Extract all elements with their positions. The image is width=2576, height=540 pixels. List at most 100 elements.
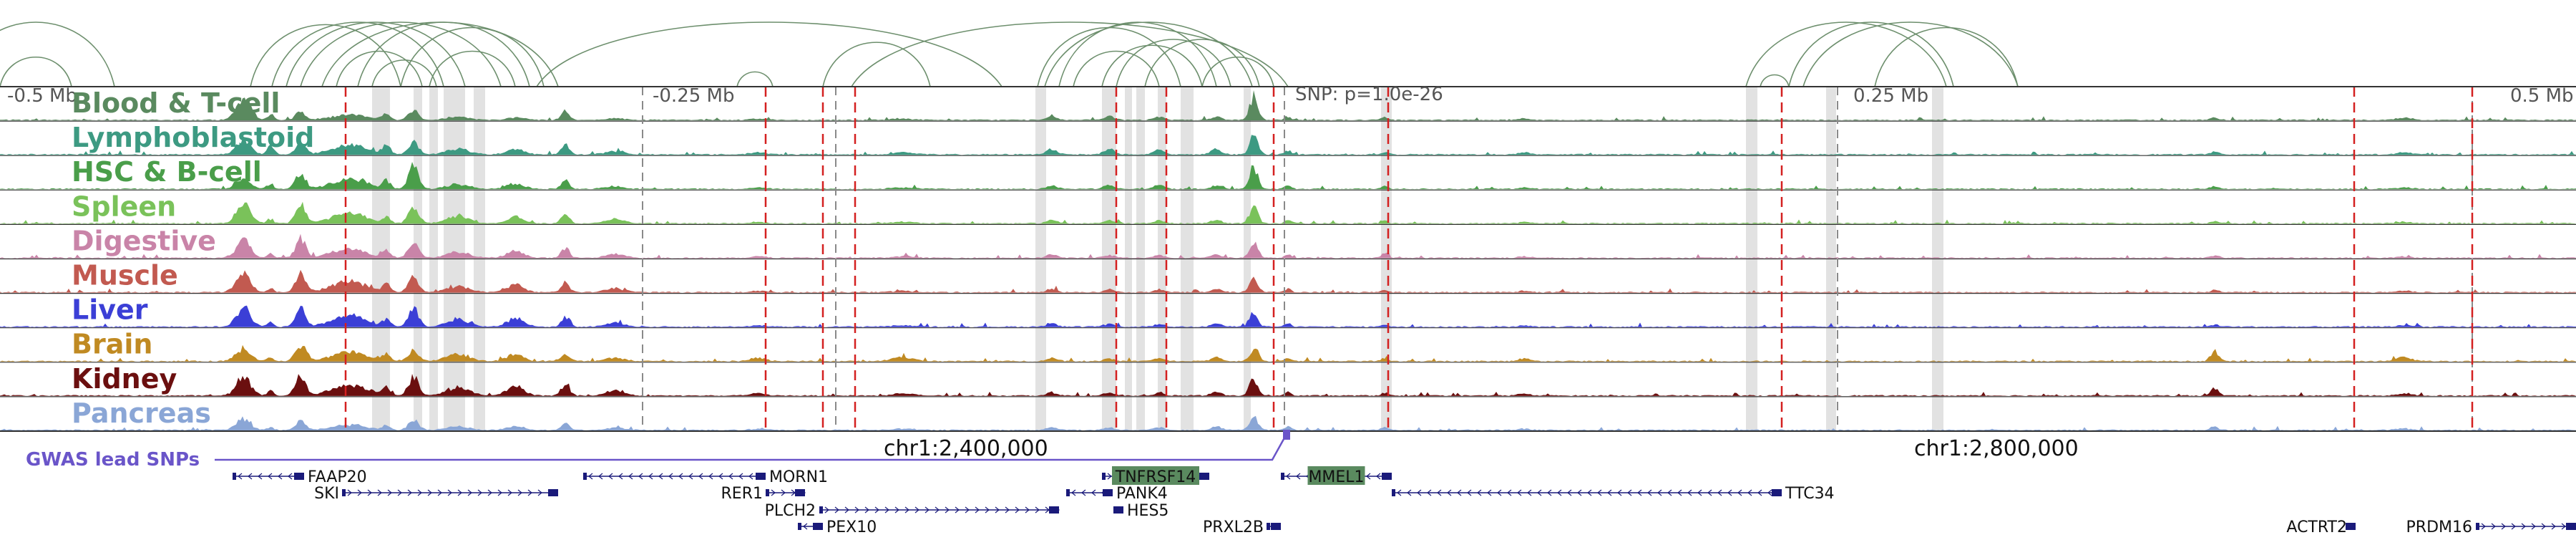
strand-arrow [248, 473, 253, 480]
gene-exon [1049, 506, 1059, 514]
snp-pvalue-readout: SNP: p=1.0e-26 [1295, 84, 1443, 105]
gene-label[interactable]: MORN1 [769, 468, 828, 486]
strand-arrow [477, 489, 482, 496]
chromatin-loop-arc [1874, 26, 2019, 87]
signal-track-area [0, 374, 2576, 396]
gene-label[interactable]: MMEL1 [1308, 468, 1364, 486]
strand-arrow [658, 473, 663, 480]
strand-arrow [854, 506, 859, 514]
strand-arrow [1577, 489, 1582, 496]
strand-arrow [588, 473, 593, 480]
ruler-tick-label: 0.25 Mb [1853, 85, 1928, 107]
strand-arrow [803, 523, 808, 530]
strand-arrow [1667, 489, 1672, 496]
gene-label[interactable]: ACTRT2 [2286, 519, 2347, 536]
strand-arrow [1417, 489, 1422, 496]
strand-arrow [437, 489, 442, 496]
strand-arrow [258, 473, 263, 480]
strand-arrow [397, 489, 402, 496]
strand-arrow [874, 506, 879, 514]
strand-arrow [1717, 489, 1722, 496]
strand-arrow [1015, 506, 1020, 514]
gene-exon [1199, 473, 1209, 480]
strand-arrow [698, 473, 703, 480]
strand-arrow [955, 506, 960, 514]
gene-label[interactable]: PLCH2 [765, 502, 816, 520]
strand-arrow [268, 473, 273, 480]
gene-exon [1267, 523, 1270, 530]
strand-arrow [1025, 506, 1030, 514]
strand-arrow [1507, 489, 1512, 496]
chromatin-loop-arc [536, 21, 1002, 87]
gene-label[interactable]: PRDM16 [2406, 519, 2472, 536]
gwas-track: GWAS lead SNPs [26, 430, 1290, 471]
gene-label[interactable]: SKI [314, 485, 339, 503]
signal-tracks [0, 90, 2576, 432]
gene-highlight-box [1112, 466, 1199, 485]
chromatin-loop-arc [1073, 50, 1160, 87]
strand-arrow [2521, 523, 2526, 530]
gene-exon [233, 473, 236, 480]
strand-arrow [1557, 489, 1562, 496]
gene-exon [548, 489, 558, 496]
strand-arrow [447, 489, 452, 496]
strand-arrow [1107, 473, 1112, 480]
strand-arrow [1035, 506, 1040, 514]
track-label: Kidney [72, 363, 177, 395]
strand-arrow [668, 473, 673, 480]
gene-exon [1281, 473, 1284, 480]
strand-arrow [1697, 489, 1702, 496]
chromatin-loop-arc [371, 59, 437, 87]
gene-label[interactable]: TNFRSF14 [1115, 468, 1196, 486]
strand-arrow [1537, 489, 1542, 496]
strand-arrow [864, 506, 869, 514]
strand-arrow [2501, 523, 2506, 530]
chromatin-loop-arc [400, 26, 545, 87]
strand-arrow [1647, 489, 1652, 496]
gene-exon [756, 473, 766, 480]
strand-arrow [278, 473, 283, 480]
strand-arrow [935, 506, 940, 514]
gene-label[interactable]: RER1 [721, 485, 763, 503]
strand-arrow [1296, 473, 1301, 480]
strand-arrow [748, 473, 753, 480]
gene-exon [798, 523, 801, 530]
strand-arrow [2491, 523, 2496, 530]
strand-arrow [718, 473, 723, 480]
gene-label[interactable]: PRXL2B [1203, 519, 1264, 536]
track-label: Muscle [72, 260, 178, 291]
gene-label[interactable]: PEX10 [826, 519, 877, 536]
gene-label[interactable]: TTC34 [1785, 485, 1835, 503]
coordinate-label: chr1:2,800,000 [1914, 436, 2079, 461]
chromatin-loop-arc [429, 50, 516, 87]
strand-arrow [407, 489, 412, 496]
gene-exon [813, 523, 823, 530]
strand-arrow [945, 506, 950, 514]
strand-arrow [427, 489, 432, 496]
strand-arrow [517, 489, 522, 496]
strand-arrow [924, 506, 930, 514]
gene-label[interactable]: PANK4 [1116, 485, 1168, 503]
gene-exon [819, 506, 823, 514]
strand-arrow [2531, 523, 2536, 530]
strand-arrow [457, 489, 462, 496]
strand-arrow [2561, 523, 2566, 530]
coordinate-label: chr1:2,400,000 [884, 436, 1048, 461]
gene-exon [2346, 523, 2356, 530]
chromatin-loop-arc [1144, 39, 1260, 87]
gwas-label: GWAS lead SNPs [26, 449, 200, 471]
track-label: Lymphoblastoid [72, 122, 314, 153]
gene-label[interactable]: HES5 [1127, 502, 1169, 520]
gene-label[interactable]: FAAP20 [308, 468, 367, 486]
strand-arrow [628, 473, 633, 480]
strand-arrow [1005, 506, 1010, 514]
signal-track-area [0, 344, 2576, 362]
strand-arrow [1497, 489, 1502, 496]
strand-arrow [288, 473, 293, 480]
gwas-lead-snp-marker[interactable] [1283, 430, 1290, 440]
strand-arrow [1727, 489, 1732, 496]
chromatin-loop-arc [1802, 21, 2019, 87]
gene-exon [1066, 489, 1070, 496]
